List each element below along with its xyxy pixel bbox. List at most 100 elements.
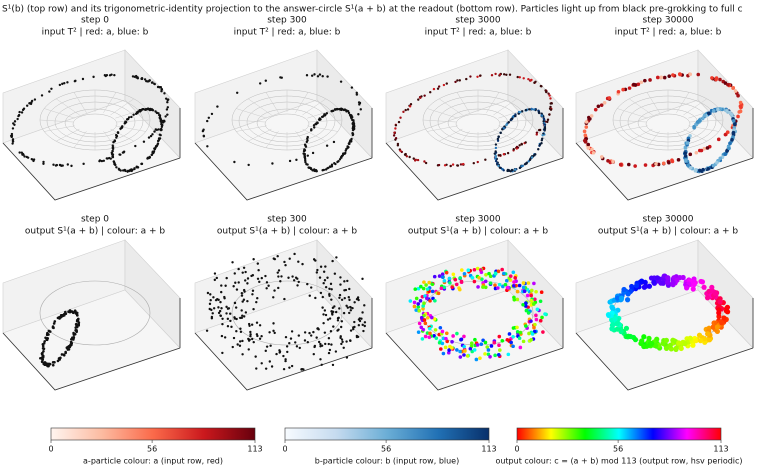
particle bbox=[249, 333, 252, 336]
particle bbox=[527, 77, 530, 81]
particle bbox=[447, 348, 451, 352]
particle bbox=[310, 286, 313, 289]
particle bbox=[70, 337, 74, 341]
particle bbox=[240, 294, 244, 297]
particle bbox=[473, 337, 477, 342]
particle bbox=[312, 330, 315, 334]
particle bbox=[659, 75, 664, 80]
particle bbox=[220, 334, 224, 338]
particle bbox=[338, 293, 342, 297]
particle bbox=[352, 122, 356, 126]
particle bbox=[246, 282, 249, 285]
particle bbox=[412, 157, 415, 160]
particle bbox=[82, 162, 85, 166]
particle bbox=[164, 97, 168, 100]
particle bbox=[423, 160, 426, 163]
colorbar-tick-label: 113 bbox=[247, 445, 262, 454]
particle bbox=[260, 335, 263, 338]
particle bbox=[497, 164, 500, 168]
particle bbox=[455, 348, 459, 352]
particle bbox=[582, 129, 587, 134]
particle bbox=[506, 352, 511, 357]
particle bbox=[60, 164, 63, 168]
particle bbox=[350, 117, 353, 120]
particle bbox=[280, 76, 283, 79]
panel-3d bbox=[2, 239, 181, 391]
particle bbox=[702, 146, 707, 151]
particle bbox=[42, 347, 46, 350]
particle bbox=[272, 329, 275, 333]
particle bbox=[710, 76, 714, 80]
particle bbox=[726, 82, 730, 87]
particle bbox=[288, 341, 291, 345]
particle bbox=[423, 321, 428, 326]
particle bbox=[498, 348, 502, 352]
particle bbox=[664, 279, 671, 286]
particle bbox=[292, 279, 296, 282]
particle bbox=[220, 290, 223, 294]
particle bbox=[111, 155, 115, 159]
particle bbox=[327, 342, 330, 346]
particle bbox=[399, 149, 402, 152]
torus-wire bbox=[427, 108, 458, 119]
particle bbox=[543, 312, 547, 316]
particle bbox=[502, 169, 505, 172]
particle bbox=[412, 300, 417, 305]
particle bbox=[493, 271, 498, 276]
particle bbox=[111, 152, 114, 155]
particle bbox=[525, 293, 530, 298]
particle bbox=[337, 316, 340, 320]
particle bbox=[513, 276, 518, 280]
particle bbox=[696, 120, 700, 124]
particle bbox=[211, 312, 214, 315]
particle bbox=[654, 275, 660, 281]
particle bbox=[511, 270, 516, 275]
particle bbox=[409, 103, 413, 106]
particle bbox=[353, 320, 356, 324]
particle bbox=[428, 299, 432, 303]
particle bbox=[427, 326, 432, 331]
panel-step: step 0 bbox=[81, 215, 109, 225]
particle bbox=[140, 77, 144, 81]
particle bbox=[48, 90, 51, 93]
particle bbox=[158, 137, 162, 140]
particle bbox=[227, 307, 231, 310]
particle bbox=[484, 272, 488, 277]
particle bbox=[716, 137, 721, 142]
particle bbox=[202, 135, 206, 138]
particle bbox=[166, 106, 170, 109]
particle bbox=[520, 110, 524, 113]
particle bbox=[26, 156, 30, 159]
particle bbox=[521, 339, 526, 344]
particle bbox=[655, 75, 660, 80]
particle bbox=[534, 153, 537, 156]
particle bbox=[319, 358, 322, 361]
particle bbox=[158, 116, 162, 119]
particle bbox=[688, 165, 693, 170]
particle bbox=[41, 353, 44, 356]
particle bbox=[277, 269, 281, 272]
particle bbox=[155, 144, 158, 148]
particle bbox=[614, 326, 620, 332]
particle bbox=[427, 335, 432, 340]
particle bbox=[515, 289, 520, 294]
particle bbox=[612, 316, 618, 322]
particle bbox=[327, 337, 331, 340]
particle bbox=[265, 345, 269, 348]
particle bbox=[153, 82, 156, 86]
particle bbox=[297, 334, 301, 337]
particle bbox=[542, 120, 545, 123]
particle bbox=[113, 139, 116, 142]
particle bbox=[731, 118, 736, 123]
particle bbox=[231, 345, 234, 349]
particle bbox=[529, 79, 532, 82]
particle bbox=[334, 310, 338, 314]
particle bbox=[683, 151, 687, 155]
particle bbox=[422, 318, 427, 322]
panel-subtitle: input T² | red: a, blue: b bbox=[42, 28, 149, 38]
particle bbox=[528, 158, 532, 162]
particle bbox=[418, 298, 423, 303]
panel-step: step 3000 bbox=[455, 16, 501, 26]
axis-line bbox=[2, 332, 181, 391]
particle bbox=[159, 133, 162, 137]
